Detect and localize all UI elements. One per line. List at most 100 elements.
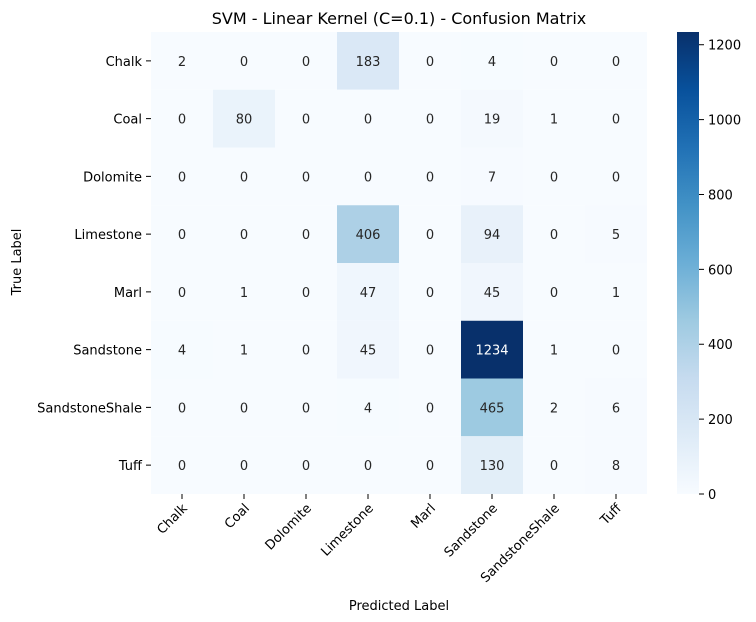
cell-value-label: 45 <box>484 286 501 301</box>
cell-value-label: 47 <box>360 286 377 301</box>
x-axis-label: Predicted Label <box>349 599 449 614</box>
heatmap-cell <box>585 205 647 263</box>
x-tick-label: Tuff <box>597 500 625 528</box>
colorbar-tick-label: 0 <box>708 488 716 503</box>
cell-value-label: 0 <box>302 459 310 474</box>
heatmap-cell <box>585 32 647 90</box>
heatmap-cell <box>337 378 399 437</box>
cell-value-label: 0 <box>240 459 248 474</box>
cell-value-label: 1234 <box>475 344 508 359</box>
heatmap-cell <box>213 147 275 206</box>
colorbar: 0 200 400 600 800 1000 1200 <box>677 32 741 503</box>
cell-value-label: 94 <box>484 228 501 243</box>
cell-value-label: 0 <box>426 286 434 301</box>
cell-value-label: 0 <box>302 55 310 70</box>
cell-value-label: 19 <box>484 113 501 128</box>
cell-value-label: 0 <box>612 55 620 70</box>
heatmap-cell <box>461 320 523 379</box>
cell-value-label: 80 <box>236 113 253 128</box>
cell-value-label: 0 <box>302 170 310 185</box>
heatmap-cell <box>399 320 461 379</box>
cell-value-label: 0 <box>240 401 248 416</box>
cell-value-label: 0 <box>302 401 310 416</box>
cell-value-label: 1 <box>550 344 558 359</box>
cell-value-label: 130 <box>480 459 505 474</box>
cell-value-label: 4 <box>364 401 372 416</box>
colorbar-tick-label: 800 <box>708 188 733 203</box>
heatmap-cell <box>213 320 275 379</box>
heatmap-cell <box>523 320 585 379</box>
cell-value-label: 0 <box>178 228 186 243</box>
colorbar-tick-label: 1200 <box>708 39 741 54</box>
cell-value-label: 0 <box>550 228 558 243</box>
heatmap-cell <box>275 263 337 321</box>
heatmap-cells: 2 0 0 183 0 4 0 00 80 0 0 0 19 1 00 0 0 0 0 7 0 00 0 0 406 0 94 0 50… <box>151 32 647 494</box>
heatmap-cell <box>213 89 275 148</box>
cell-value-label: 0 <box>302 113 310 128</box>
heatmap-cell <box>461 436 523 494</box>
heatmap-cell <box>461 89 523 148</box>
cell-value-label: 0 <box>550 286 558 301</box>
cell-value-label: 0 <box>426 113 434 128</box>
heatmap-cell <box>275 32 337 90</box>
heatmap-cell <box>399 89 461 148</box>
cell-value-label: 2 <box>178 55 186 70</box>
cell-value-label: 1 <box>240 344 248 359</box>
heatmap-cell <box>337 205 399 263</box>
colorbar-tick-label: 600 <box>708 263 733 278</box>
cell-value-label: 0 <box>426 55 434 70</box>
heatmap-cell <box>213 378 275 437</box>
heatmap-cell <box>399 147 461 206</box>
x-tick-label: Sandstone <box>442 501 501 560</box>
heatmap-cell <box>585 320 647 379</box>
heatmap-cell <box>151 89 213 148</box>
x-tick-label: Marl <box>408 501 439 532</box>
heatmap-cell <box>151 32 213 90</box>
cell-value-label: 1 <box>240 286 248 301</box>
cell-value-label: 0 <box>240 55 248 70</box>
heatmap-cell <box>337 320 399 379</box>
heatmap-cell <box>523 32 585 90</box>
y-tick-label: Tuff <box>118 459 143 474</box>
heatmap-cell <box>213 436 275 494</box>
cell-value-label: 1 <box>550 113 558 128</box>
heatmap-cell <box>399 32 461 90</box>
heatmap-cell <box>337 32 399 90</box>
cell-value-label: 0 <box>302 286 310 301</box>
cell-value-label: 4 <box>488 55 496 70</box>
cell-value-label: 0 <box>426 344 434 359</box>
heatmap-cell <box>275 89 337 148</box>
heatmap-cell <box>461 147 523 206</box>
cell-value-label: 406 <box>356 228 381 243</box>
heatmap-cell <box>399 205 461 263</box>
heatmap-cell <box>213 32 275 90</box>
heatmap-cell <box>151 205 213 263</box>
cell-value-label: 8 <box>612 459 620 474</box>
heatmap-cell <box>585 147 647 206</box>
cell-value-label: 0 <box>240 228 248 243</box>
heatmap-cell <box>151 320 213 379</box>
y-tick-label: Sandstone <box>73 344 142 359</box>
y-axis: ChalkCoalDolomiteLimestoneMarlSandstoneS… <box>37 55 151 474</box>
heatmap-cell <box>337 147 399 206</box>
heatmap-cell <box>151 378 213 437</box>
heatmap-cell <box>337 263 399 321</box>
cell-value-label: 0 <box>550 170 558 185</box>
heatmap-cell <box>461 32 523 90</box>
cell-value-label: 0 <box>178 401 186 416</box>
cell-value-label: 0 <box>612 170 620 185</box>
cell-value-label: 0 <box>178 459 186 474</box>
y-tick-label: Coal <box>113 113 142 128</box>
heatmap-cell <box>275 320 337 379</box>
cell-value-label: 0 <box>612 113 620 128</box>
heatmap-cell <box>585 263 647 321</box>
cell-value-label: 0 <box>178 170 186 185</box>
heatmap-cell <box>337 436 399 494</box>
cell-value-label: 7 <box>488 170 496 185</box>
cell-value-label: 0 <box>240 170 248 185</box>
colorbar-tick-label: 400 <box>708 338 733 353</box>
y-tick-label: Limestone <box>74 228 142 243</box>
cell-value-label: 6 <box>612 401 620 416</box>
cell-value-label: 0 <box>426 459 434 474</box>
heatmap-cell <box>523 378 585 437</box>
